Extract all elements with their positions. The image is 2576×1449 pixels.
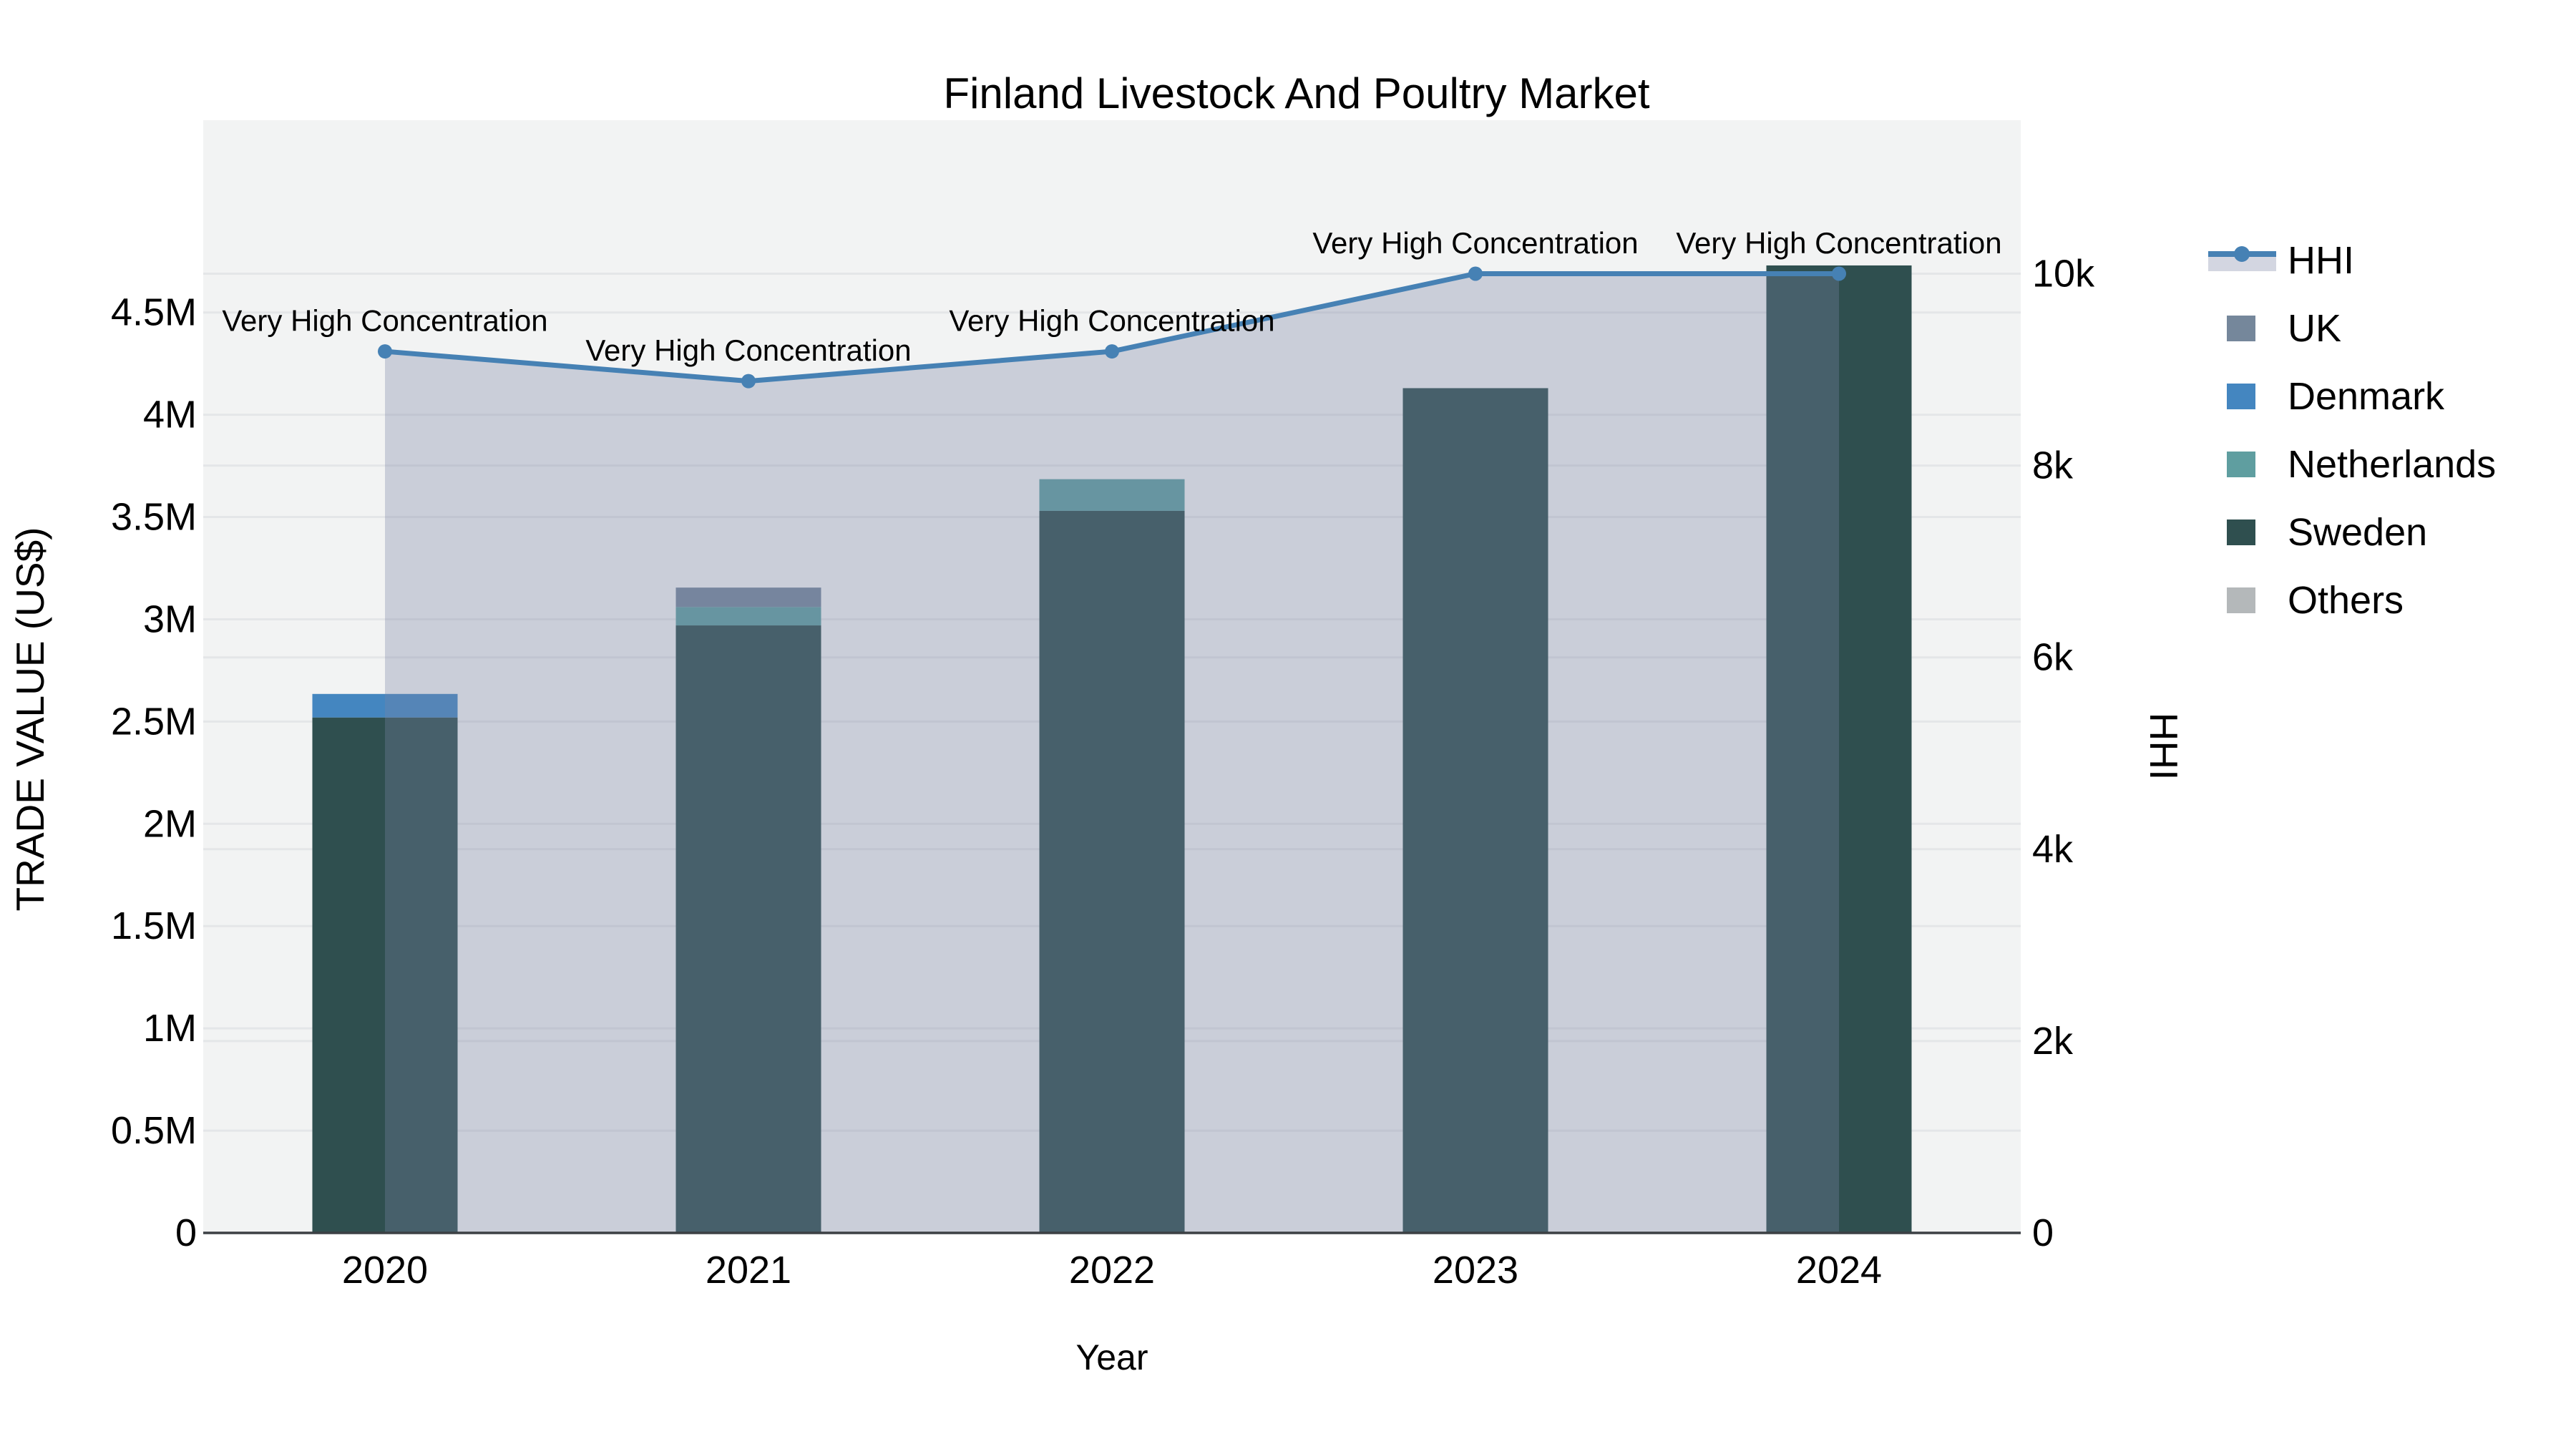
legend-item-uk[interactable]: UK [2208, 294, 2496, 362]
x-tick-2024: 2024 [1796, 1249, 1882, 1292]
hhi-line-icon [2208, 245, 2276, 271]
y-left-tick-0: 0 [175, 1211, 197, 1254]
legend-label: Netherlands [2288, 442, 2497, 486]
y-right-tick-10k: 10k [2032, 252, 2095, 295]
bar-segment-sweden-2021[interactable] [675, 625, 821, 1233]
bar-segment-uk-2021[interactable] [675, 587, 821, 608]
x-tick-2022: 2022 [1069, 1249, 1155, 1292]
legend-swatch-icon [2208, 315, 2288, 341]
hhi-point-2024[interactable] [1832, 266, 1846, 281]
annotation-2021: Very High Concentration [585, 333, 911, 367]
annotation-2024: Very High Concentration [1676, 226, 2001, 260]
legend-swatch-others [2227, 587, 2255, 613]
chart-title-line1: Finland Livestock And Poultry Market [943, 69, 1650, 117]
legend-swatch-icon [2208, 519, 2288, 545]
legend: HHI UK Denmark Netherlands Sweden Others [2208, 226, 2496, 634]
legend-item-denmark[interactable]: Denmark [2208, 362, 2496, 430]
y-left-tick-1.5M: 1.5M [111, 904, 197, 947]
x-tick-2020: 2020 [342, 1249, 428, 1292]
bar-segment-denmark-2020[interactable] [312, 693, 458, 718]
x-axis-title: Year [1075, 1337, 1148, 1377]
hhi-point-2020[interactable] [378, 344, 392, 359]
bar-segment-netherlands-2021[interactable] [675, 607, 821, 626]
y-left-tick-0.5M: 0.5M [111, 1109, 197, 1152]
legend-swatch-denmark [2227, 383, 2255, 409]
hhi-point-2023[interactable] [1468, 266, 1483, 281]
bar-segment-netherlands-2022[interactable] [1039, 479, 1185, 511]
hhi-point-2022[interactable] [1105, 344, 1119, 359]
legend-item-others[interactable]: Others [2208, 566, 2496, 634]
y-left-tick-4.5M: 4.5M [111, 291, 197, 334]
bar-segment-sweden-2022[interactable] [1039, 510, 1185, 1233]
annotation-2020: Very High Concentration [222, 304, 547, 338]
legend-label: HHI [2288, 238, 2354, 282]
y-left-tick-1M: 1M [143, 1007, 197, 1050]
legend-swatch-uk [2227, 315, 2255, 341]
bar-segment-sweden-2024[interactable] [1766, 265, 1912, 1233]
y-right-tick-0: 0 [2032, 1211, 2054, 1254]
legend-swatch-icon [2208, 383, 2288, 409]
legend-label: UK [2288, 306, 2342, 350]
y-right-tick-2k: 2k [2032, 1020, 2074, 1063]
legend-item-sweden[interactable]: Sweden [2208, 498, 2496, 566]
annotation-2023: Very High Concentration [1312, 226, 1638, 260]
legend-swatch-netherlands [2227, 451, 2255, 477]
y-left-tick-4M: 4M [143, 394, 197, 436]
bar-segment-sweden-2023[interactable] [1402, 388, 1548, 1233]
y-right-tick-6k: 6k [2032, 636, 2074, 679]
legend-label: Denmark [2288, 374, 2445, 418]
legend-label: Sweden [2288, 510, 2428, 554]
y-left-tick-2M: 2M [143, 802, 197, 845]
legend-item-netherlands[interactable]: Netherlands [2208, 430, 2496, 498]
legend-swatch-icon [2208, 451, 2288, 477]
legend-line-icon [2208, 239, 2288, 282]
legend-label: Others [2288, 578, 2404, 622]
y-right-tick-8k: 8k [2032, 444, 2074, 487]
hhi-point-2021[interactable] [741, 374, 756, 389]
legend-item-hhi[interactable]: HHI [2208, 226, 2496, 294]
legend-swatch-sweden [2227, 519, 2255, 545]
y-left-tick-2.5M: 2.5M [111, 700, 197, 743]
y-left-tick-3.5M: 3.5M [111, 496, 197, 539]
annotation-2022: Very High Concentration [949, 304, 1274, 338]
bar-segment-sweden-2020[interactable] [312, 717, 458, 1233]
y-left-tick-3M: 3M [143, 597, 197, 640]
x-tick-2023: 2023 [1433, 1249, 1518, 1292]
hhi-area-fill [385, 273, 1839, 1233]
y-left-axis-title: TRADE VALUE (US$) [8, 527, 52, 912]
legend-swatch-icon [2208, 587, 2288, 613]
y-right-axis-title: HHI [2142, 713, 2186, 781]
y-right-tick-4k: 4k [2032, 828, 2074, 871]
x-tick-2021: 2021 [706, 1249, 791, 1292]
